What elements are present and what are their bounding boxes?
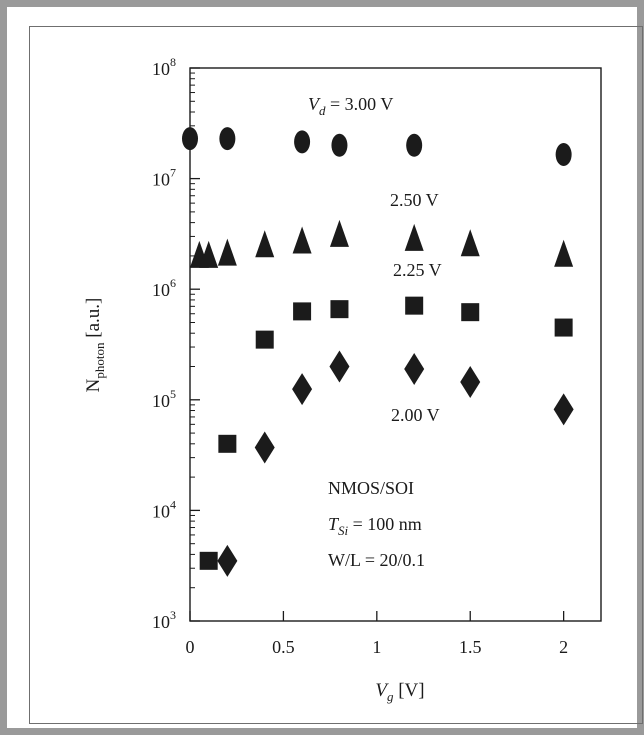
x-axis-label-sub: g: [387, 689, 394, 704]
point-square: [199, 551, 218, 570]
point-square: [330, 300, 349, 319]
point-circle: [555, 143, 572, 167]
point-triangle: [217, 238, 237, 266]
y-tick-label: 105: [152, 387, 176, 411]
annotation-vd-value: = 3.00 V: [326, 94, 394, 114]
point-triangle: [292, 226, 312, 254]
point-circle: [182, 127, 198, 151]
x-tick-label: 0: [186, 637, 195, 657]
point-diamond: [292, 373, 313, 406]
point-square: [218, 434, 237, 453]
y-tick-label: 107: [152, 166, 176, 190]
annotation-tsi: TSi = 100 nm: [328, 514, 422, 538]
annotation-device: NMOS/SOI: [328, 478, 414, 498]
x-tick-label: 2: [559, 637, 568, 657]
annotation-wl: W/L = 20/0.1: [328, 550, 425, 570]
point-diamond: [553, 393, 574, 426]
annotation-tsi-main: T: [328, 514, 340, 534]
y-axis-label: Nphoton [a.u.]: [83, 298, 107, 393]
y-axis-label-unit: [a.u.]: [83, 298, 104, 343]
point-triangle: [255, 230, 275, 258]
point-circle: [406, 133, 423, 157]
x-axis-label-unit: [V]: [393, 680, 424, 701]
y-axis-ticks: 103 104 105 106 107 108: [152, 55, 200, 632]
point-diamond: [217, 544, 238, 577]
point-square: [293, 302, 312, 321]
x-axis-label-main: V: [375, 680, 389, 701]
y-tick-label: 103: [152, 608, 176, 632]
annotation-vd-3-00: Vd = 3.00 V: [308, 94, 393, 118]
annotation-2-50: 2.50 V: [390, 190, 439, 210]
point-triangle: [554, 239, 574, 267]
annotation-vd-sub: d: [319, 103, 326, 118]
point-triangle: [199, 240, 219, 268]
y-tick-label: 108: [152, 55, 176, 79]
y-axis-label-sub: photon: [92, 342, 107, 379]
point-diamond: [254, 431, 275, 464]
figure-inner-border: [29, 26, 643, 724]
x-axis-label: Vg [V]: [375, 680, 424, 704]
point-diamond: [460, 365, 481, 398]
x-tick-label: 1.5: [459, 637, 482, 657]
annotation-tsi-sub: Si: [338, 523, 349, 538]
x-tick-label: 1: [372, 637, 381, 657]
point-square: [461, 303, 480, 322]
x-axis-ticks: 0 0.5 1 1.5 2: [186, 611, 568, 657]
annotation-2-00: 2.00 V: [391, 405, 440, 425]
point-diamond: [404, 352, 425, 385]
x-tick-label: 0.5: [272, 637, 295, 657]
point-triangle: [329, 219, 349, 247]
point-square: [405, 296, 424, 315]
point-square: [554, 318, 573, 337]
annotation-tsi-value: = 100 nm: [348, 514, 422, 534]
point-square: [255, 330, 274, 349]
data-points: [182, 127, 574, 577]
y-axis-label-main: N: [83, 378, 104, 392]
point-circle: [294, 130, 311, 154]
plot-area: [189, 67, 602, 622]
point-triangle: [460, 229, 480, 257]
y-tick-label: 104: [152, 497, 176, 521]
point-circle: [219, 127, 236, 151]
point-circle: [331, 133, 348, 157]
y-tick-label: 106: [152, 276, 176, 300]
annotation-vd-main: V: [308, 94, 321, 114]
annotation-2-25: 2.25 V: [393, 260, 442, 280]
point-diamond: [329, 350, 350, 383]
point-triangle: [404, 223, 424, 251]
